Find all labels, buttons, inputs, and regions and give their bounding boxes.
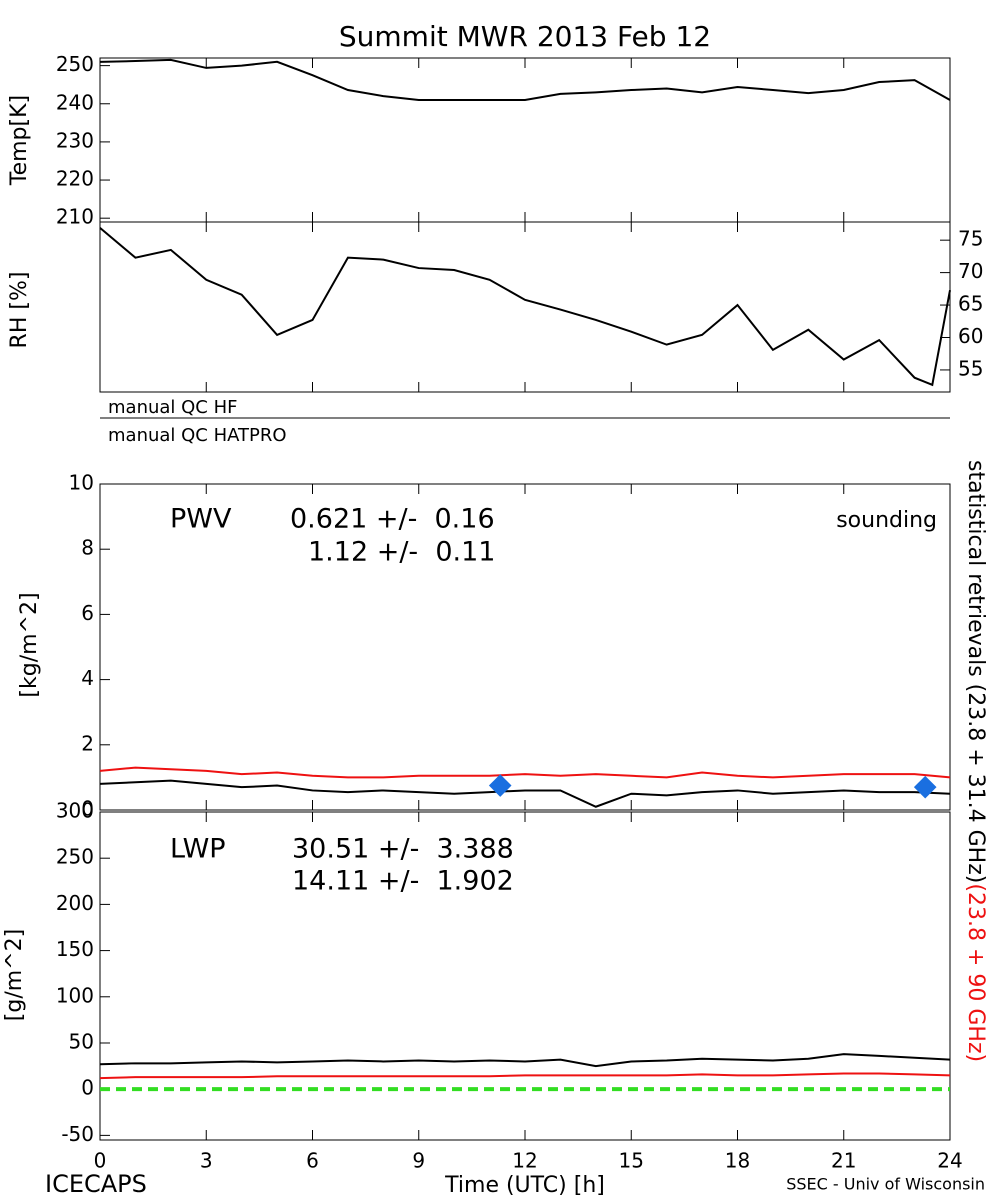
annotation: LWP — [170, 834, 226, 865]
data-line — [99, 779, 951, 808]
x-tick-label: 18 — [725, 1149, 750, 1173]
y-tick-label: 55 — [958, 356, 983, 380]
x-tick-label: 15 — [619, 1149, 644, 1173]
x-tick-label: 24 — [937, 1149, 962, 1173]
side-label: statistical retrievals (23.8 + 31.4 GHz)… — [963, 460, 988, 1062]
x-tick-label: 12 — [512, 1149, 537, 1173]
y-tick-label: 4 — [81, 666, 94, 690]
qc-label: manual QC HF — [108, 397, 237, 418]
y-axis-label: [g/m^2] — [2, 929, 27, 1021]
y-axis-label: [kg/m^2] — [17, 592, 42, 697]
annotation: 1.12 +/- 0.11 — [308, 537, 495, 568]
y-tick-label: 0 — [81, 797, 94, 821]
chart-title: Summit MWR 2013 Feb 12 — [339, 20, 711, 53]
y-tick-label: 230 — [56, 128, 94, 152]
plot-frame — [99, 57, 951, 223]
y-tick-label: 200 — [56, 891, 94, 915]
data-line — [99, 1053, 951, 1068]
x-tick-label: 3 — [200, 1149, 213, 1173]
data-line — [99, 766, 951, 779]
annotation: PWV — [170, 504, 232, 535]
sounding-marker — [488, 774, 512, 797]
y-axis-label: Temp[K] — [7, 95, 32, 186]
x-tick-label: 6 — [306, 1149, 319, 1173]
footer-right: SSEC - Univ of Wisconsin — [786, 1175, 985, 1194]
y-tick-label: 0 — [81, 1076, 94, 1100]
sounding-marker — [913, 775, 937, 799]
x-tick-label: 9 — [412, 1149, 425, 1173]
qc-label: manual QC HATPRO — [108, 425, 287, 446]
y-tick-label: 240 — [56, 90, 94, 114]
y-tick-label: 60 — [958, 324, 983, 348]
y-tick-label: 300 — [56, 799, 94, 823]
y-tick-label: 75 — [958, 227, 983, 251]
y-axis-label: RH [%] — [7, 272, 32, 349]
y-tick-label: 50 — [69, 1029, 94, 1053]
footer-left: ICECAPS — [45, 1170, 147, 1198]
y-tick-label: 210 — [56, 205, 94, 229]
y-tick-label: 2 — [81, 731, 94, 755]
data-line — [99, 58, 951, 101]
x-tick-label: 21 — [831, 1149, 856, 1173]
y-tick-label: 250 — [56, 52, 94, 76]
side-label-part: (23.8 + 90 GHz) — [963, 883, 988, 1062]
y-tick-label: 220 — [56, 167, 94, 191]
data-line — [99, 227, 951, 387]
annotation: 30.51 +/- 3.388 — [292, 834, 514, 865]
y-tick-label: 6 — [81, 601, 94, 625]
y-tick-label: 10 — [69, 471, 94, 495]
annotation: 0.621 +/- 0.16 — [290, 504, 495, 535]
legend-label: sounding — [836, 508, 937, 533]
x-tick-label: 0 — [94, 1149, 107, 1173]
annotation: 14.11 +/- 1.902 — [292, 866, 514, 897]
x-axis-label: Time (UTC) [h] — [444, 1173, 605, 1198]
y-tick-label: 70 — [958, 259, 983, 283]
y-tick-label: 150 — [56, 937, 94, 961]
y-tick-label: -50 — [61, 1122, 94, 1146]
y-tick-label: 65 — [958, 292, 983, 316]
y-tick-label: 8 — [81, 536, 94, 560]
side-label-part: statistical retrievals (23.8 + 31.4 GHz) — [963, 460, 988, 883]
y-tick-label: 250 — [56, 845, 94, 869]
y-tick-label: 100 — [56, 983, 94, 1007]
plot-frame — [99, 221, 951, 393]
data-line — [99, 1072, 951, 1080]
